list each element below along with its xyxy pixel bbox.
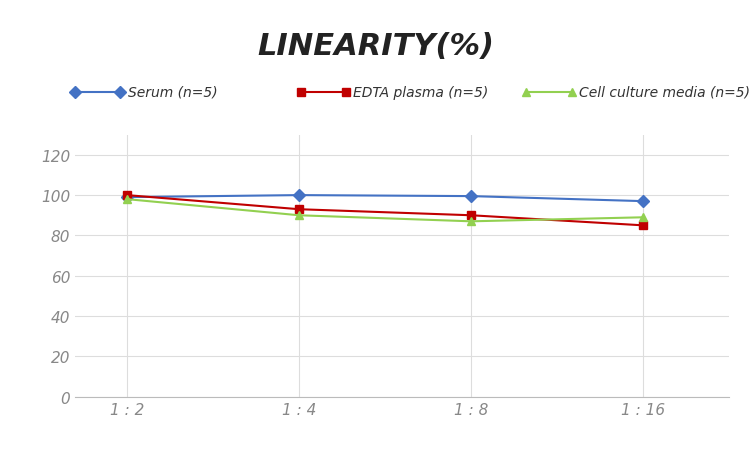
Line: Serum (n=5): Serum (n=5) (123, 192, 647, 206)
Cell culture media (n=5) (639, 215, 648, 221)
Text: Serum (n=5): Serum (n=5) (128, 86, 217, 99)
EDTA plasma (n=5) (639, 223, 648, 229)
Serum (n=5) (123, 195, 132, 200)
Cell culture media (n=5) (295, 213, 304, 218)
Text: LINEARITY(%): LINEARITY(%) (257, 32, 495, 60)
Text: Cell culture media (n=5): Cell culture media (n=5) (579, 86, 750, 99)
Text: EDTA plasma (n=5): EDTA plasma (n=5) (353, 86, 489, 99)
EDTA plasma (n=5) (467, 213, 476, 218)
Line: EDTA plasma (n=5): EDTA plasma (n=5) (123, 192, 647, 230)
Cell culture media (n=5) (467, 219, 476, 225)
Serum (n=5) (467, 194, 476, 199)
Cell culture media (n=5) (123, 197, 132, 202)
Line: Cell culture media (n=5): Cell culture media (n=5) (123, 196, 647, 226)
EDTA plasma (n=5) (123, 193, 132, 198)
Serum (n=5) (639, 199, 648, 204)
Serum (n=5) (295, 193, 304, 198)
EDTA plasma (n=5) (295, 207, 304, 212)
